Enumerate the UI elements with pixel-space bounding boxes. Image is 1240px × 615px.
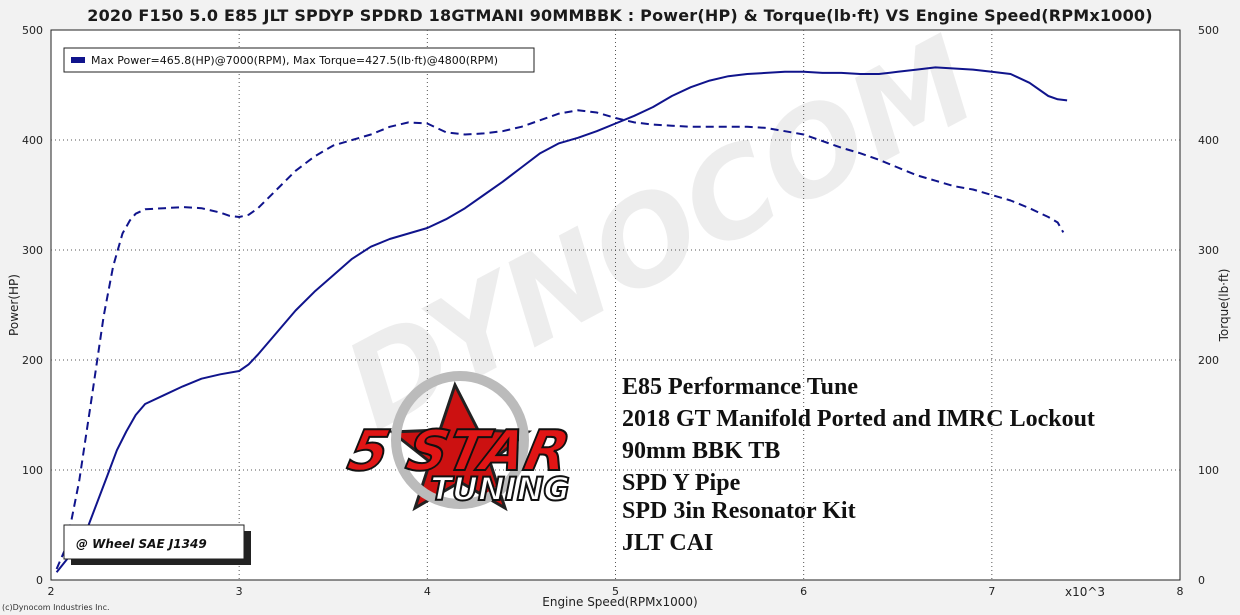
y-tick-label-left: 0 [36,574,43,587]
note-line: 90mm BBK TB [622,438,780,464]
svg-text:5 STAR: 5 STAR [343,419,576,484]
y-tick-label-right: 300 [1198,244,1219,257]
y-tick-label-right: 500 [1198,24,1219,37]
y-tick-label-left: 300 [22,244,43,257]
note-line: SPD 3in Resonator Kit [622,498,856,524]
chart-title: 2020 F150 5.0 E85 JLT SPDYP SPDRD 18GTMA… [87,6,1153,25]
x-tick-label: 6 [800,585,807,598]
series-power-line [55,66,1068,573]
legend-box [63,47,535,73]
y-axis-label-right: Torque(lb·ft) [1217,269,1231,343]
y-tick-label-left: 200 [22,354,43,367]
copyright-footer: (c)Dynocom Industries Inc. [2,603,110,612]
y-tick-label-right: 400 [1198,134,1219,147]
svg-text:TUNING: TUNING [430,470,570,508]
note-line: JLT CAI [622,530,713,556]
y-tick-label-right: 200 [1198,354,1219,367]
y-tick-label-left: 500 [22,24,43,37]
x-tick-label: 7 [988,585,995,598]
y-axis-label-left: Power(HP) [7,274,21,336]
standard-label: @ Wheel SAE J1349 [63,524,251,565]
legend: Max Power=465.8(HP)@7000(RPM), Max Torqu… [63,47,535,73]
right-axis-ticks: 0 100 200 300 400 500 [1198,24,1219,587]
y-tick-label-right: 0 [1198,574,1205,587]
x-axis-ticks: 2 3 4 5 6 7 8 [48,585,1184,598]
y-tick-label-left: 100 [22,464,43,477]
legend-swatch [71,57,85,63]
plot-area [50,29,1181,581]
x-tick-label: 4 [424,585,431,598]
x-multiplier-label: x10^3 [1065,585,1105,599]
x-axis-label: Engine Speed(RPMx1000) [542,595,698,609]
series-group [55,66,1068,573]
y-tick-label-left: 400 [22,134,43,147]
note-line: 2018 GT Manifold Ported and IMRC Lockout [622,406,1095,432]
y-tick-label-right: 100 [1198,464,1219,477]
grid-lines [51,30,1180,580]
x-tick-label: 5 [612,585,619,598]
x-tick-label: 2 [48,585,55,598]
x-tick-label: 3 [236,585,243,598]
five-star-tuning-logo: 5 STAR TUNING [342,371,577,512]
left-axis-ticks: 0 100 200 300 400 500 [22,24,43,587]
note-line: E85 Performance Tune [622,374,858,400]
standard-label-text: @ Wheel SAE J1349 [76,537,207,551]
note-line: SPD Y Pipe [622,470,741,496]
legend-text: Max Power=465.8(HP)@7000(RPM), Max Torqu… [91,54,498,67]
build-notes: E85 Performance Tune 2018 GT Manifold Po… [622,374,1095,556]
x-tick-label: 8 [1177,585,1184,598]
